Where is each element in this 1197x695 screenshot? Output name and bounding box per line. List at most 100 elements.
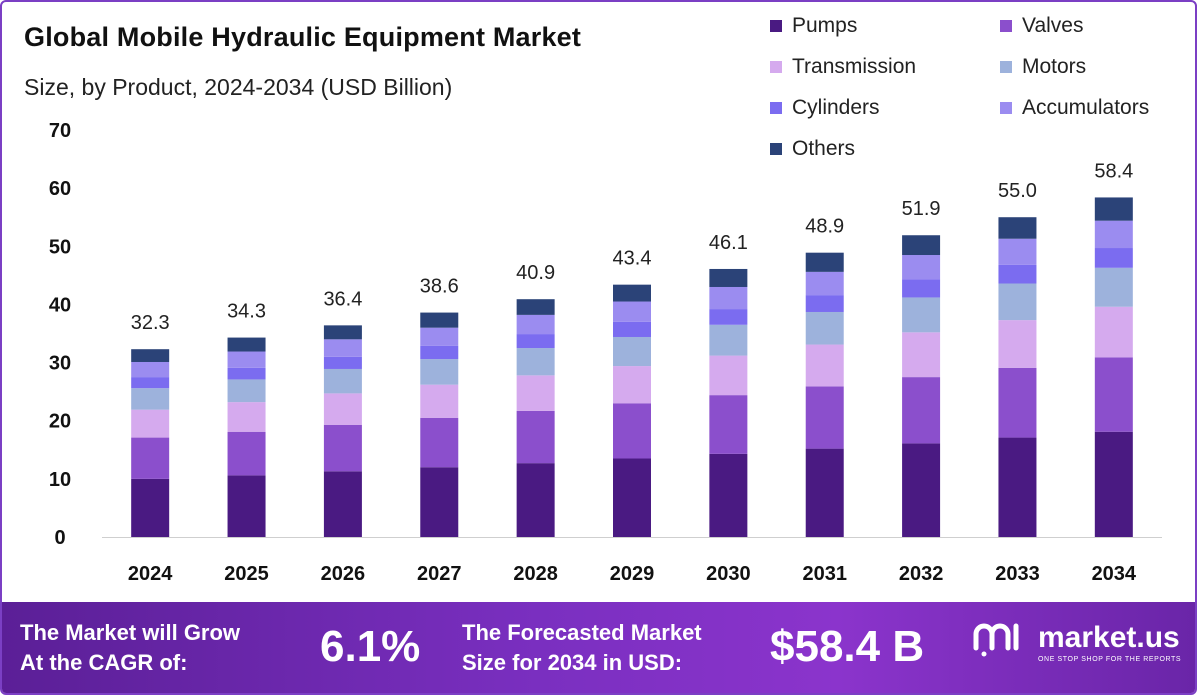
bar-segment-accumulators	[131, 361, 170, 378]
bar-segment-others	[805, 252, 844, 272]
x-tick-label: 2034	[1092, 563, 1137, 585]
bar-segment-accumulators	[709, 286, 748, 310]
bar-total-label: 34.3	[227, 301, 266, 323]
bar-segment-pumps	[1094, 431, 1133, 537]
legend-item-others: Others	[770, 137, 855, 161]
bar-segment-transmission	[613, 366, 651, 404]
brand-tagline: ONE STOP SHOP FOR THE REPORTS	[1038, 656, 1182, 663]
bar-segment-accumulators	[227, 351, 266, 368]
legend-item-transmission: Transmission	[770, 55, 916, 79]
legend-item-cylinders: Cylinders	[770, 96, 880, 120]
cagr-value: 6.1%	[320, 622, 421, 671]
bar-segment-pumps	[613, 458, 651, 537]
legend-swatch	[770, 20, 782, 32]
bar-total-label: 43.4	[613, 248, 652, 270]
cagr-label-line1: The Market will Grow	[20, 620, 241, 645]
bar-segment-transmission	[516, 375, 555, 411]
bar-total-label: 48.9	[805, 216, 844, 238]
bar-segment-motors	[709, 324, 748, 356]
bar-segment-valves	[227, 431, 266, 476]
bar-segment-motors	[998, 283, 1037, 321]
x-tick-label: 2032	[899, 563, 944, 585]
summary-banner: The Market will Grow At the CAGR of: 6.1…	[2, 602, 1195, 693]
x-tick-label: 2026	[321, 563, 366, 585]
bar-segment-cylinders	[1094, 248, 1133, 268]
x-tick-label: 2029	[610, 563, 655, 585]
y-tick-label: 70	[49, 120, 71, 142]
bar-segment-valves	[323, 424, 362, 472]
y-tick-label: 20	[49, 411, 71, 433]
bar-segment-motors	[516, 348, 555, 376]
bar-segment-transmission	[805, 344, 844, 387]
brand-logo: market.us ONE STOP SHOP FOR THE REPORTS	[972, 618, 1181, 663]
bar-segment-transmission	[902, 332, 941, 378]
legend-swatch	[770, 143, 782, 155]
cagr-label: The Market will Grow At the CAGR of:	[20, 618, 240, 678]
bar-segment-cylinders	[613, 321, 651, 337]
legend-swatch	[770, 61, 782, 73]
cagr-label-line2: At the CAGR of:	[20, 650, 188, 675]
bar-segment-others	[516, 299, 555, 315]
y-tick-label: 10	[49, 469, 71, 491]
bar-segment-accumulators	[516, 314, 555, 335]
forecast-value: $58.4 B	[770, 622, 925, 671]
legend-label: Motors	[1022, 55, 1087, 78]
bar-segment-motors	[902, 297, 941, 333]
bar-total-label: 58.4	[1094, 160, 1133, 182]
bar-segment-others	[1094, 197, 1133, 221]
bar-segment-valves	[1094, 357, 1133, 432]
bar-segment-accumulators	[1094, 220, 1133, 249]
bar-segment-transmission	[709, 355, 748, 396]
bar-segment-cylinders	[805, 295, 844, 312]
bar-total-label: 46.1	[709, 232, 748, 254]
bar-segment-transmission	[131, 409, 170, 438]
bar-segment-pumps	[805, 448, 844, 537]
bar-segment-motors	[805, 311, 844, 345]
bar-segment-others	[902, 235, 941, 256]
bar-segment-transmission	[1094, 306, 1133, 358]
brand-name: market.us	[1038, 621, 1180, 654]
bar-segment-accumulators	[998, 238, 1037, 265]
x-tick-label: 2031	[802, 563, 847, 585]
bar-segment-pumps	[516, 463, 555, 537]
legend-item-valves: Valves	[1000, 14, 1083, 38]
legend-item-motors: Motors	[1000, 55, 1086, 79]
chart-subtitle: Size, by Product, 2024-2034 (USD Billion…	[24, 74, 453, 100]
bar-total-label: 40.9	[516, 262, 555, 284]
chart-title: Global Mobile Hydraulic Equipment Market	[24, 22, 582, 52]
legend-label: Valves	[1022, 14, 1084, 37]
y-tick-label: 50	[49, 236, 71, 258]
bar-segment-cylinders	[131, 377, 170, 389]
bar-segment-pumps	[323, 471, 362, 537]
bar-segment-others	[613, 284, 651, 302]
bar-segment-valves	[709, 395, 748, 454]
bar-segment-motors	[1094, 267, 1133, 307]
bar-segment-valves	[613, 403, 651, 459]
x-tick-label: 2024	[128, 563, 173, 585]
bar-segment-pumps	[902, 443, 941, 537]
legend-swatch	[1000, 102, 1012, 114]
y-tick-label: 30	[49, 353, 71, 375]
x-tick-label: 2025	[224, 563, 269, 585]
bar-segment-valves	[516, 410, 555, 464]
bar-segment-accumulators	[902, 255, 941, 280]
bar-segment-cylinders	[902, 279, 941, 298]
bar-segment-transmission	[998, 320, 1037, 368]
legend-label: Transmission	[792, 55, 917, 78]
bar-total-label: 51.9	[902, 198, 941, 220]
bar-segment-transmission	[323, 393, 362, 425]
bar-segment-valves	[420, 417, 459, 468]
bar-total-label: 36.4	[323, 288, 362, 310]
y-tick-label: 0	[54, 527, 65, 549]
bar-segment-cylinders	[998, 264, 1037, 284]
legend-swatch	[770, 102, 782, 114]
bar-segment-pumps	[709, 453, 748, 537]
forecast-label-line2: Size for 2034 in USD:	[462, 650, 683, 675]
bar-total-label: 38.6	[420, 276, 459, 298]
bar-segment-cylinders	[227, 367, 266, 380]
legend-label: Accumulators	[1022, 96, 1150, 119]
bar-segment-cylinders	[323, 356, 362, 369]
x-tick-label: 2033	[995, 563, 1040, 585]
bar-segment-pumps	[131, 478, 170, 537]
market-us-logo-icon	[973, 623, 1019, 657]
